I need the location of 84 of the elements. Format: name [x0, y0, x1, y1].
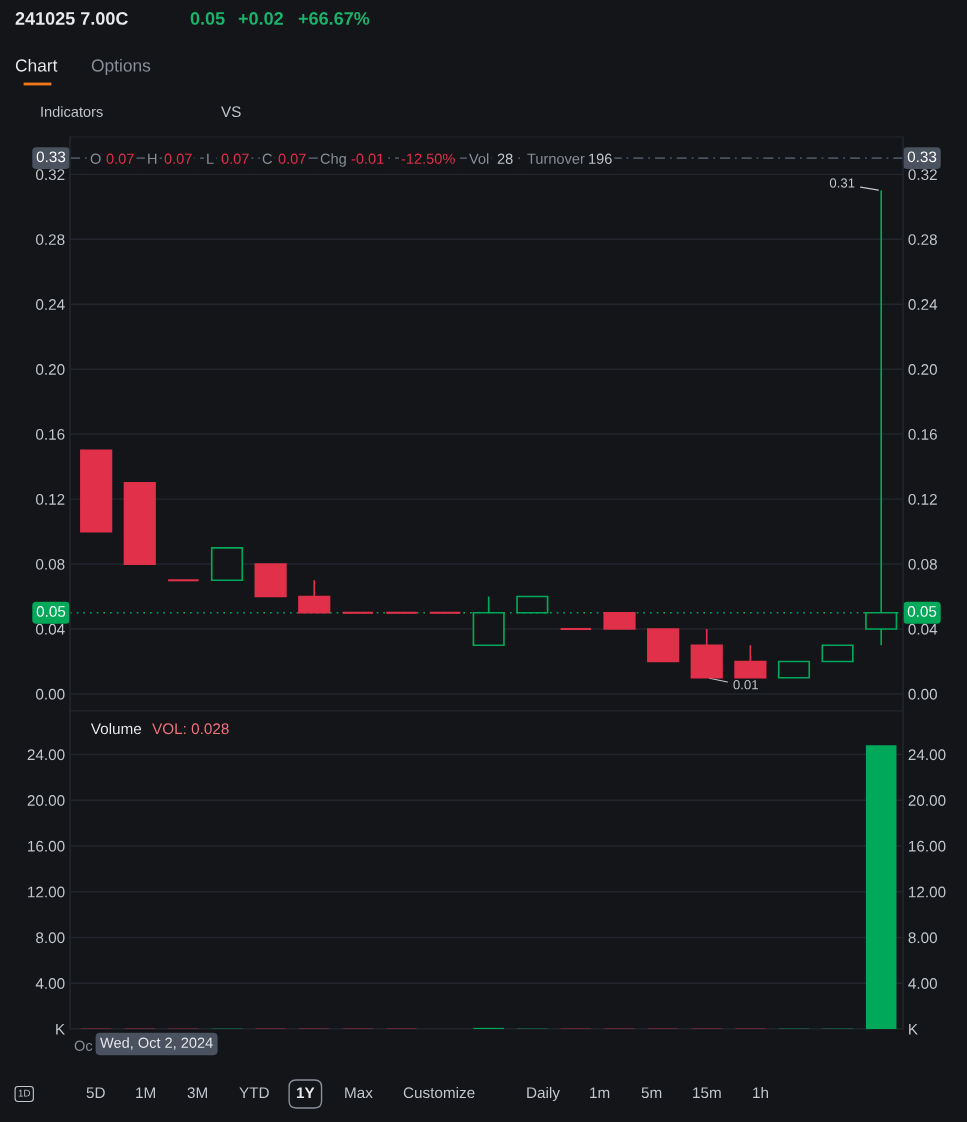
- annotation: Chg: [320, 153, 346, 167]
- text: Customize: [403, 1086, 475, 1099]
- y-tick-label: 8.00: [36, 932, 65, 944]
- text: 1h: [753, 1086, 768, 1098]
- annotation: O: [90, 153, 101, 164]
- text: 1Y: [296, 1087, 315, 1098]
- y2-tick-label: K: [909, 1024, 918, 1035]
- text: 5D: [86, 1087, 105, 1099]
- annotation: 0.07: [221, 153, 249, 164]
- annotation: -0.01: [351, 153, 384, 164]
- y2-tick-label: 0.08: [908, 558, 937, 570]
- text: Oc: [74, 1040, 93, 1051]
- bar: [865, 745, 897, 1029]
- y-tick-label: 20.00: [27, 795, 65, 806]
- text: YTD: [239, 1087, 269, 1098]
- text: 0.33: [36, 151, 66, 163]
- text: 0.05: [36, 606, 66, 617]
- y-tick-label: 0.20: [36, 364, 65, 375]
- ref-line-label: 0.33: [907, 151, 937, 163]
- ref-line-label: 0.05: [907, 606, 937, 617]
- annotation: C: [262, 153, 272, 164]
- text: 15m: [693, 1087, 721, 1099]
- y-tick-label: 0.24: [36, 299, 65, 310]
- y-tick-label: 0.04: [36, 623, 65, 635]
- text: 1M: [136, 1087, 155, 1098]
- y2-tick-label: 0.12: [908, 493, 937, 505]
- y2-tick-label: 0.32: [908, 169, 937, 181]
- y-tick-label: 12.00: [28, 886, 65, 898]
- annotation: Turnover: [527, 153, 585, 164]
- y2-tick-label: 4.00: [908, 978, 937, 989]
- annotation: 28: [497, 153, 513, 164]
- text: 1m: [590, 1087, 610, 1098]
- text: Max: [345, 1087, 373, 1099]
- y-tick-label: 0.00: [36, 688, 65, 700]
- text: VS: [221, 106, 241, 118]
- y2-tick-label: 24.00: [908, 749, 946, 761]
- text: Indicators: [41, 106, 103, 117]
- annotation: VOL: 0.028: [152, 723, 229, 735]
- y2-tick-label: 12.00: [909, 886, 946, 898]
- text: 5m: [641, 1087, 662, 1099]
- y2-tick-label: 20.00: [908, 795, 946, 806]
- y2-tick-label: 8.00: [908, 932, 937, 944]
- annotation: -12.50%: [401, 153, 455, 164]
- candlestick: [559, 627, 593, 631]
- y2-tick-label: 0.16: [908, 429, 937, 440]
- annotation: L: [207, 153, 214, 164]
- y2-tick-label: 0.28: [908, 234, 937, 245]
- text: +66.67%: [298, 12, 370, 25]
- y-tick-label: 0.12: [36, 493, 65, 505]
- text: 0.05: [190, 12, 225, 25]
- annotation: 0.07: [164, 153, 192, 164]
- y-tick-label: 0.08: [36, 558, 65, 570]
- y-tick-label: 4.00: [35, 978, 65, 989]
- y2-tick-label: 0.00: [908, 688, 937, 700]
- text: Chart: [15, 58, 58, 72]
- annotation: 0.01: [733, 680, 758, 690]
- annotation: H: [148, 153, 157, 164]
- candlestick: [341, 611, 375, 614]
- text: 1D: [18, 1089, 30, 1097]
- chart-title: 241025 7.00C: [15, 12, 128, 25]
- annotation: Vol: [469, 153, 489, 164]
- annotation: Volume: [90, 722, 142, 735]
- text: 3M: [187, 1087, 207, 1099]
- y-tick-label: 0.16: [36, 429, 65, 440]
- text: Daily: [527, 1086, 560, 1102]
- annotation: 0.07: [278, 153, 306, 164]
- candlestick: [385, 611, 418, 614]
- text: +0.02: [238, 12, 283, 25]
- y-tick-label: 0.28: [36, 234, 65, 245]
- annotation: 0.07: [106, 153, 134, 164]
- y-tick-label: 16.00: [28, 840, 65, 852]
- y2-tick-label: 0.20: [908, 364, 937, 375]
- y2-tick-label: 16.00: [909, 840, 946, 852]
- candlestick: [428, 611, 462, 614]
- y2-tick-label: 0.24: [908, 299, 938, 310]
- text: Options: [91, 58, 151, 76]
- y-tick-label: 24.00: [27, 749, 65, 761]
- annotation: 196: [589, 153, 612, 164]
- y2-tick-label: 0.04: [908, 623, 938, 635]
- text: Wed, Oct 2, 2024: [100, 1037, 213, 1050]
- y-tick-label: 0.32: [36, 169, 65, 181]
- candlestick: [167, 579, 200, 582]
- y-tick-label: K: [56, 1024, 65, 1035]
- annotation: 0.31: [829, 178, 855, 188]
